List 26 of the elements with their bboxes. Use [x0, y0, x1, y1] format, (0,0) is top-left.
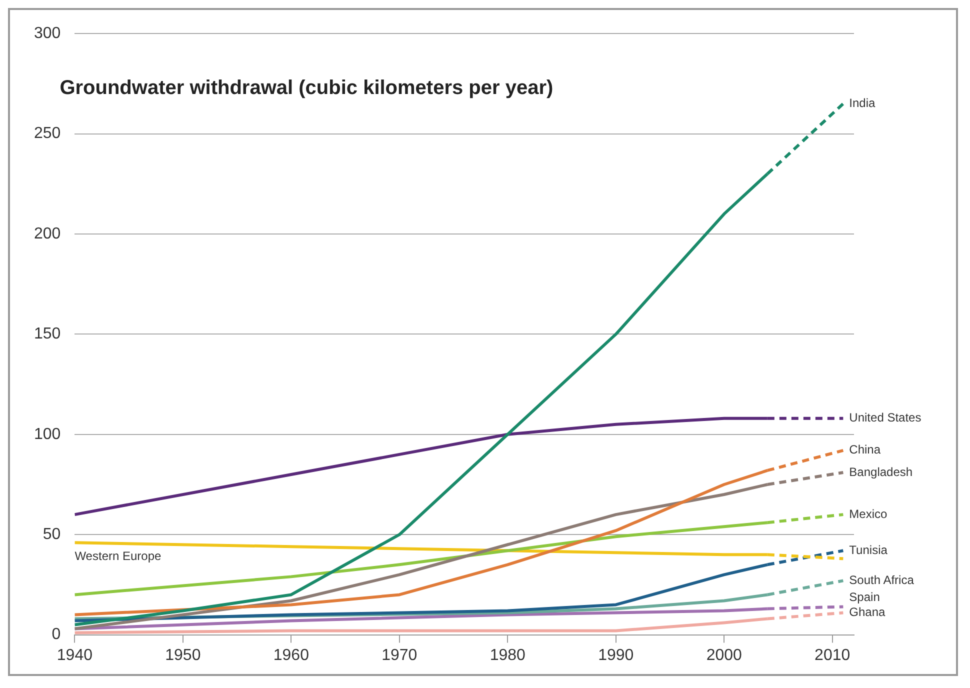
- x-tick-label: 1980: [490, 646, 526, 664]
- y-tick-label: 100: [34, 426, 61, 443]
- series-label: Western Europe: [74, 548, 162, 563]
- series-label: India: [849, 96, 876, 110]
- x-tick-label: 1960: [273, 646, 310, 664]
- text: Groundwater withdrawal (cubic kilometers per year): [60, 77, 554, 100]
- x-tick-label: 2010: [814, 646, 850, 664]
- series-label: Mexico: [849, 506, 888, 521]
- y-tick-label: 0: [52, 626, 61, 644]
- x-tick-label: 1970: [382, 646, 418, 664]
- x-tick-label: 1950: [165, 646, 201, 664]
- series-label: Bangladesh: [849, 464, 913, 479]
- y-tick-label: 300: [34, 25, 61, 42]
- x-tick-label: 1990: [598, 646, 634, 664]
- y-tick-label: 50: [42, 526, 61, 544]
- series-label: United States: [849, 410, 922, 425]
- x-tick-label: 1940: [56, 646, 93, 664]
- series-label: Spain: [849, 590, 880, 604]
- series-label: Tunisia: [849, 542, 888, 557]
- x-tick-label: 2000: [706, 646, 742, 664]
- y-tick-label: 200: [34, 225, 61, 242]
- series-label: South Africa: [849, 573, 914, 588]
- series-label: China: [849, 442, 881, 457]
- y-tick-label: 150: [34, 326, 61, 343]
- y-tick-label: 250: [34, 125, 61, 142]
- series-label: Ghana: [849, 605, 886, 620]
